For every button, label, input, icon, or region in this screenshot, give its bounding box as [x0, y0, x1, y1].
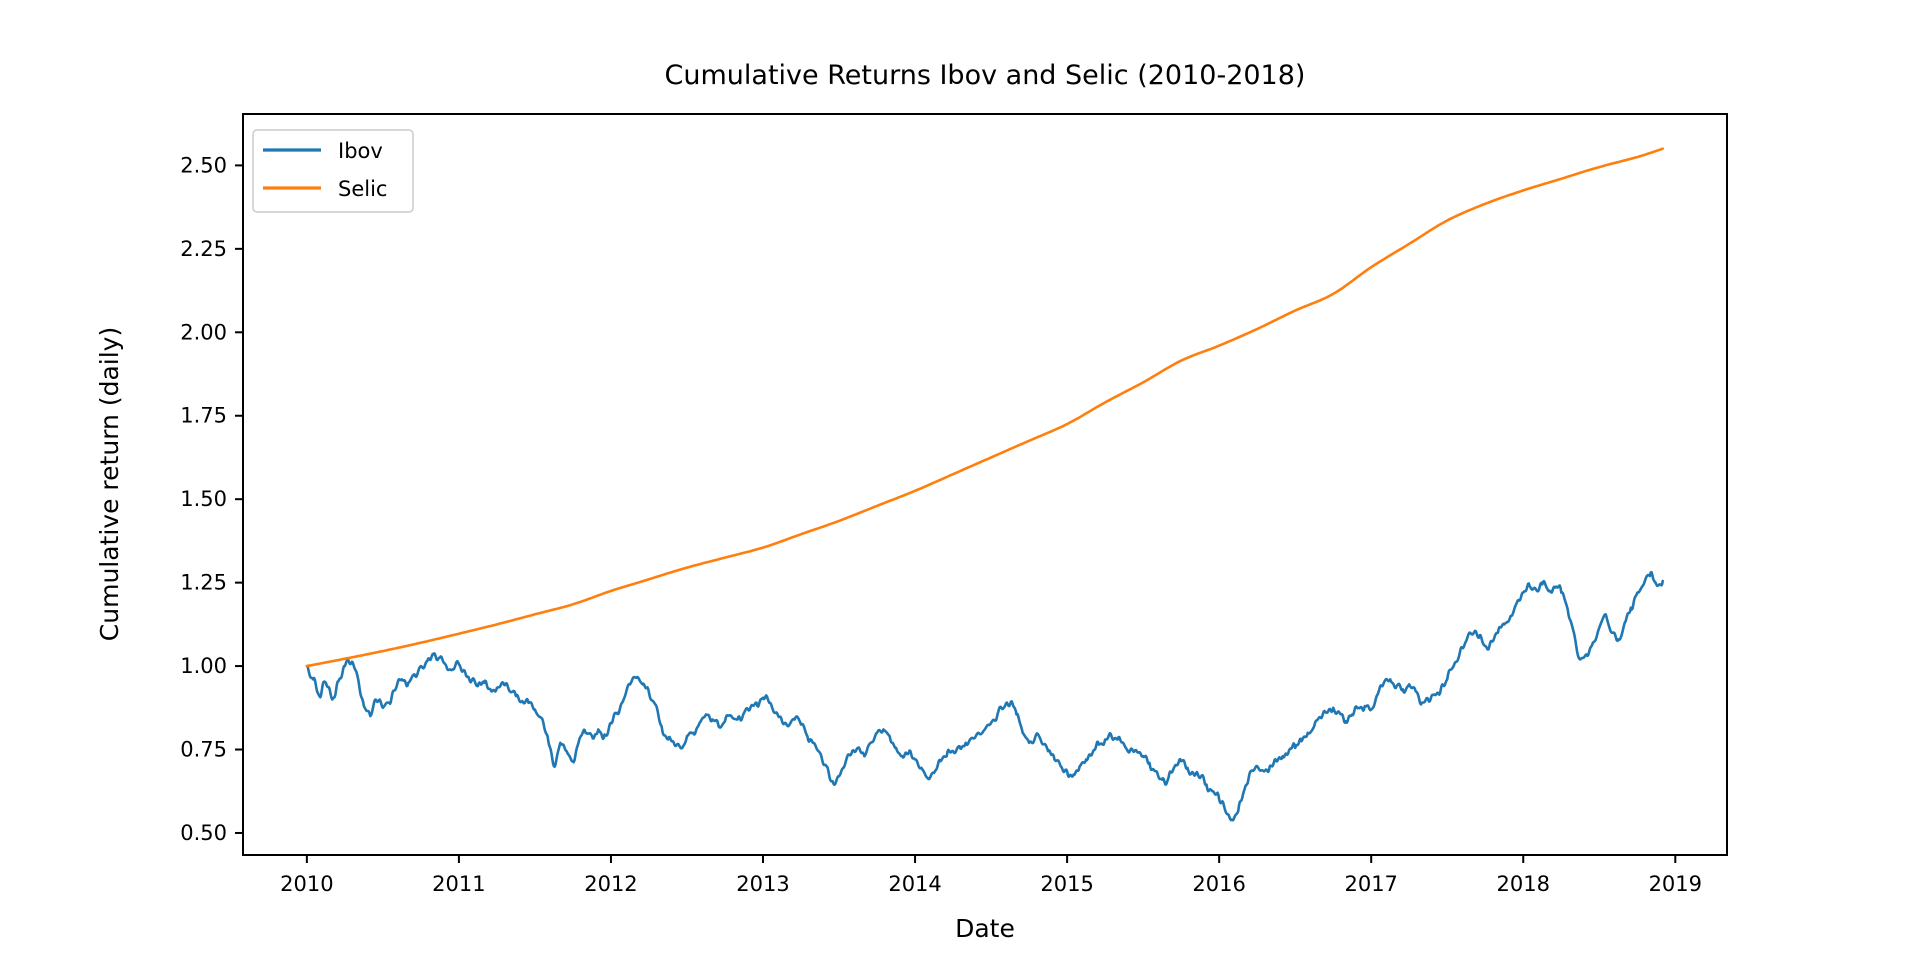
chart-title: Cumulative Returns Ibov and Selic (2010-…	[665, 60, 1306, 91]
y-tick-label: 2.25	[180, 237, 227, 261]
x-tick-label: 2015	[1040, 872, 1093, 896]
x-tick-label: 2013	[736, 872, 789, 896]
y-axis-ticks: 0.50 0.75 1.00 1.25 1.50 1.75 2.00 2.25 2.50	[180, 153, 243, 845]
legend-box	[252, 129, 414, 213]
plot-series	[305, 147, 1664, 822]
x-tick-label: 2016	[1192, 872, 1245, 896]
legend-label-selic: Selic	[338, 177, 387, 201]
x-tick-label: 2014	[888, 872, 941, 896]
series-line-selic	[305, 147, 1664, 668]
y-tick-label: 2.00	[180, 320, 227, 344]
legend: Ibov Selic	[252, 129, 414, 213]
y-tick-label: 2.50	[180, 153, 227, 177]
plot-border	[242, 113, 1728, 856]
x-tick-label: 2011	[432, 872, 485, 896]
x-tick-label: 2017	[1344, 872, 1397, 896]
x-axis-ticks: 2010 2011 2012 2013 2014 2015 2016 2017 2018 2019	[280, 855, 1702, 896]
y-tick-label: 0.50	[180, 821, 227, 845]
y-tick-label: 0.75	[180, 738, 227, 762]
x-axis-label: Date	[955, 914, 1015, 943]
y-tick-label: 1.75	[180, 404, 227, 428]
y-tick-label: 1.00	[180, 654, 227, 678]
y-tick-label: 1.25	[180, 571, 227, 595]
x-tick-label: 2012	[584, 872, 637, 896]
legend-label-ibov: Ibov	[338, 139, 383, 163]
x-tick-label: 2018	[1497, 872, 1550, 896]
y-tick-label: 1.50	[180, 487, 227, 511]
x-tick-label: 2019	[1649, 872, 1702, 896]
series-line-ibov	[305, 570, 1664, 822]
x-tick-label: 2010	[280, 872, 333, 896]
y-axis-label: Cumulative return (daily)	[95, 327, 124, 641]
